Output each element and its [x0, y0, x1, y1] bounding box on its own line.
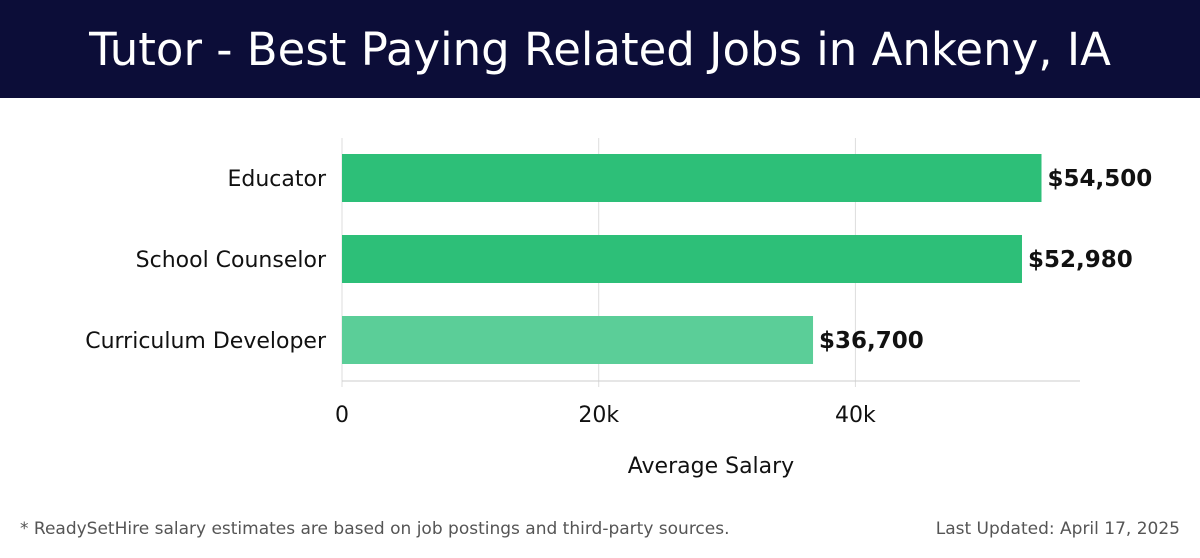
chart-title: Tutor - Best Paying Related Jobs in Anke…: [89, 22, 1111, 76]
bar-value-label: $54,500: [1047, 166, 1152, 192]
bar-school-counselor: [342, 235, 1022, 283]
bar-value-label: $52,980: [1028, 247, 1133, 273]
x-tick-label: 0: [335, 403, 349, 428]
bar-curriculum-developer: [342, 316, 814, 364]
footnote: * ReadySetHire salary estimates are base…: [20, 519, 730, 539]
category-label: Curriculum Developer: [85, 329, 327, 354]
x-tick-label: 20k: [578, 403, 619, 428]
chart-header: Tutor - Best Paying Related Jobs in Anke…: [0, 0, 1200, 98]
category-label: School Counselor: [136, 248, 327, 273]
salary-bar-chart: $54,500 Educator $52,980 School Counselor $3…: [85, 138, 1152, 479]
category-label: Educator: [227, 167, 326, 192]
bar-educator: [342, 154, 1042, 202]
x-tick-label: 40k: [835, 403, 876, 428]
bar-value-label: $36,700: [819, 328, 924, 354]
x-axis-title: Average Salary: [628, 454, 794, 479]
last-updated: Last Updated: April 17, 2025: [935, 519, 1180, 539]
